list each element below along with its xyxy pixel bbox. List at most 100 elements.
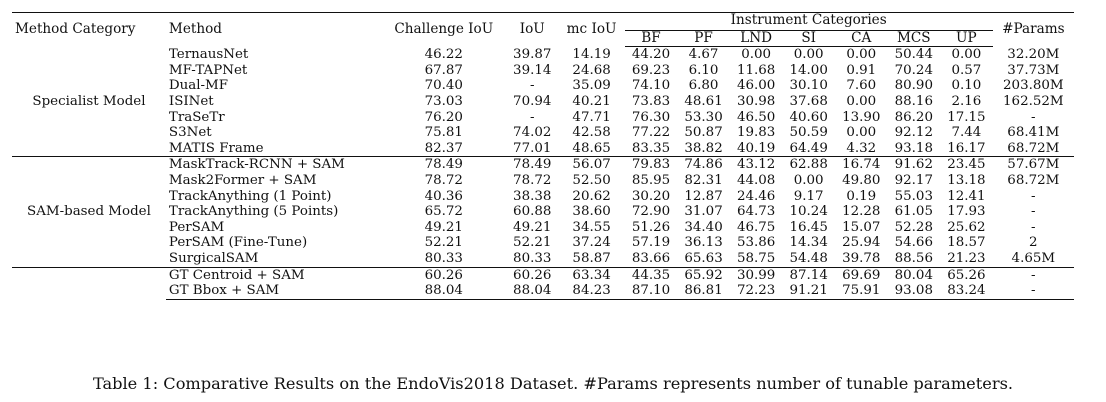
value-cell: 0.10 bbox=[951, 78, 982, 94]
value-cell: - bbox=[529, 109, 535, 125]
value-cell: 42.58 bbox=[572, 125, 611, 141]
value-cell: 75.91 bbox=[834, 283, 888, 300]
value-cell: 16.74 bbox=[834, 156, 888, 173]
value-cell: 35.09 bbox=[572, 78, 611, 94]
value-cell: 39.14 bbox=[513, 62, 552, 78]
value-cell: 65.92 bbox=[677, 266, 730, 284]
value-cell: 0.00 bbox=[951, 47, 982, 63]
value-cell: 88.16 bbox=[894, 93, 933, 109]
value-cell: 46.50 bbox=[736, 109, 776, 125]
header-method-category: Method Category bbox=[12, 11, 166, 47]
method-name-cell: Dual-MF bbox=[168, 78, 229, 94]
table-row: MF-TAPNet 67.87 39.14 24.68 69.23 6.10 11.68 14… bbox=[12, 63, 1074, 79]
value-cell: 11.68 bbox=[736, 62, 776, 78]
value-cell: 31.07 bbox=[684, 204, 723, 220]
value-cell: 38.60 bbox=[572, 204, 611, 220]
method-category-cell: SAM-based Model bbox=[12, 156, 166, 267]
method-name-cell: S3Net bbox=[168, 125, 212, 141]
value-cell: 10.24 bbox=[789, 204, 828, 220]
value-cell: 37.73M bbox=[1007, 62, 1060, 78]
value-cell: 2.16 bbox=[951, 93, 982, 109]
value-cell: 7.44 bbox=[951, 125, 982, 141]
value-cell: - bbox=[1031, 219, 1036, 235]
value-cell: 61.05 bbox=[894, 204, 933, 220]
value-cell: 91.21 bbox=[782, 283, 835, 300]
value-cell: 88.56 bbox=[894, 250, 933, 266]
value-cell: 18.57 bbox=[947, 235, 986, 251]
value-cell: 17.93 bbox=[947, 204, 986, 220]
value-cell: 67.87 bbox=[424, 62, 463, 78]
table-row: TraSeTr 76.20 - 47.71 76.30 53.30 46.50 40.60 13… bbox=[12, 110, 1074, 126]
value-cell: 91.62 bbox=[887, 156, 941, 173]
value-cell: 82.31 bbox=[684, 172, 723, 188]
value-cell: 15.07 bbox=[842, 219, 881, 235]
value-cell: 78.49 bbox=[381, 156, 506, 173]
value-cell: 40.60 bbox=[789, 109, 828, 125]
value-cell: 77.22 bbox=[631, 125, 671, 141]
value-cell: 0.19 bbox=[846, 188, 877, 204]
value-cell: 37.68 bbox=[789, 93, 828, 109]
table-row: Mask2Former + SAM 78.72 78.72 52.50 85.95 82.… bbox=[12, 173, 1074, 189]
header-instrument-mcs: MCS bbox=[887, 30, 941, 48]
value-cell: 30.98 bbox=[736, 93, 776, 109]
value-cell: 34.40 bbox=[684, 219, 723, 235]
value-cell: 21.23 bbox=[947, 250, 986, 266]
value-cell: 52.28 bbox=[894, 219, 933, 235]
table-row: ISINet 73.03 70.94 40.21 73.83 48.61 30.98 37.6… bbox=[12, 94, 1074, 110]
value-cell: 87.14 bbox=[782, 266, 835, 284]
table-body: Specialist Model TernausNet 46.22 39.87 14.1… bbox=[12, 47, 1074, 300]
value-cell: 68.72M bbox=[1007, 140, 1060, 156]
table-row: GT Bbox + SAM 88.04 88.04 84.23 87.10 86.81 72… bbox=[12, 283, 1074, 300]
value-cell: 13.18 bbox=[947, 172, 986, 188]
value-cell: - bbox=[992, 283, 1074, 300]
value-cell: 74.10 bbox=[631, 78, 671, 94]
value-cell: 48.61 bbox=[684, 93, 723, 109]
table-row: SAM-based Model MaskTrack-RCNN + SAM 78.49… bbox=[12, 156, 1074, 267]
header-instrument-up: UP bbox=[940, 30, 993, 48]
value-cell: 0.00 bbox=[846, 125, 877, 141]
value-cell: 12.28 bbox=[842, 204, 881, 220]
value-cell: 83.24 bbox=[940, 283, 993, 300]
method-name-cell: TraSeTr bbox=[168, 109, 225, 125]
table-row: MATIS Frame 82.37 77.01 48.65 83.35 38.82 40.1… bbox=[12, 141, 1074, 157]
value-cell: 92.12 bbox=[894, 125, 933, 141]
value-cell: 40.36 bbox=[424, 188, 463, 204]
value-cell: 79.83 bbox=[624, 156, 678, 173]
method-category-cell: Specialist Model bbox=[32, 93, 146, 109]
value-cell: 65.72 bbox=[424, 204, 463, 220]
value-cell: 50.44 bbox=[894, 47, 933, 63]
table-row: TrackAnything (1 Point) 40.36 38.38 20.62 30… bbox=[12, 189, 1074, 205]
method-name-cell: ISINet bbox=[168, 93, 214, 109]
table-row: Dual-MF 70.40 - 35.09 74.10 6.80 46.00 30.10 7.6… bbox=[12, 78, 1074, 94]
value-cell: 70.94 bbox=[513, 93, 552, 109]
value-cell: 73.03 bbox=[424, 93, 463, 109]
header-params: #Params bbox=[992, 11, 1074, 47]
value-cell: 72.23 bbox=[729, 283, 783, 300]
method-name-cell: GT Centroid + SAM bbox=[165, 266, 382, 284]
value-cell: 58.87 bbox=[572, 250, 611, 266]
value-cell: 2 bbox=[1029, 235, 1038, 251]
value-cell: 40.19 bbox=[736, 140, 776, 156]
value-cell: 62.88 bbox=[782, 156, 835, 173]
header-instrument-si: SI bbox=[782, 30, 835, 48]
header-instrument-ca: CA bbox=[834, 30, 888, 48]
value-cell: 0.00 bbox=[793, 172, 824, 188]
value-cell: 68.72M bbox=[1007, 172, 1060, 188]
value-cell: 6.80 bbox=[688, 78, 719, 94]
value-cell: 16.17 bbox=[947, 140, 986, 156]
value-cell: 23.45 bbox=[940, 156, 993, 173]
value-cell: 14.34 bbox=[789, 235, 828, 251]
value-cell: 46.00 bbox=[736, 78, 776, 94]
value-cell: 70.40 bbox=[424, 78, 463, 94]
value-cell: 0.00 bbox=[846, 93, 877, 109]
value-cell: 53.30 bbox=[684, 109, 723, 125]
table-row: PerSAM 49.21 49.21 34.55 51.26 34.40 46.75 16.4… bbox=[12, 220, 1074, 236]
value-cell: 4.32 bbox=[846, 140, 877, 156]
method-name-cell: PerSAM (Fine-Tune) bbox=[168, 235, 308, 251]
value-cell: 0.00 bbox=[793, 47, 824, 63]
value-cell: 56.07 bbox=[558, 156, 625, 173]
value-cell: 48.65 bbox=[572, 140, 611, 156]
value-cell: 60.26 bbox=[381, 266, 506, 284]
value-cell: 0.00 bbox=[741, 47, 772, 63]
value-cell: 76.20 bbox=[424, 109, 463, 125]
